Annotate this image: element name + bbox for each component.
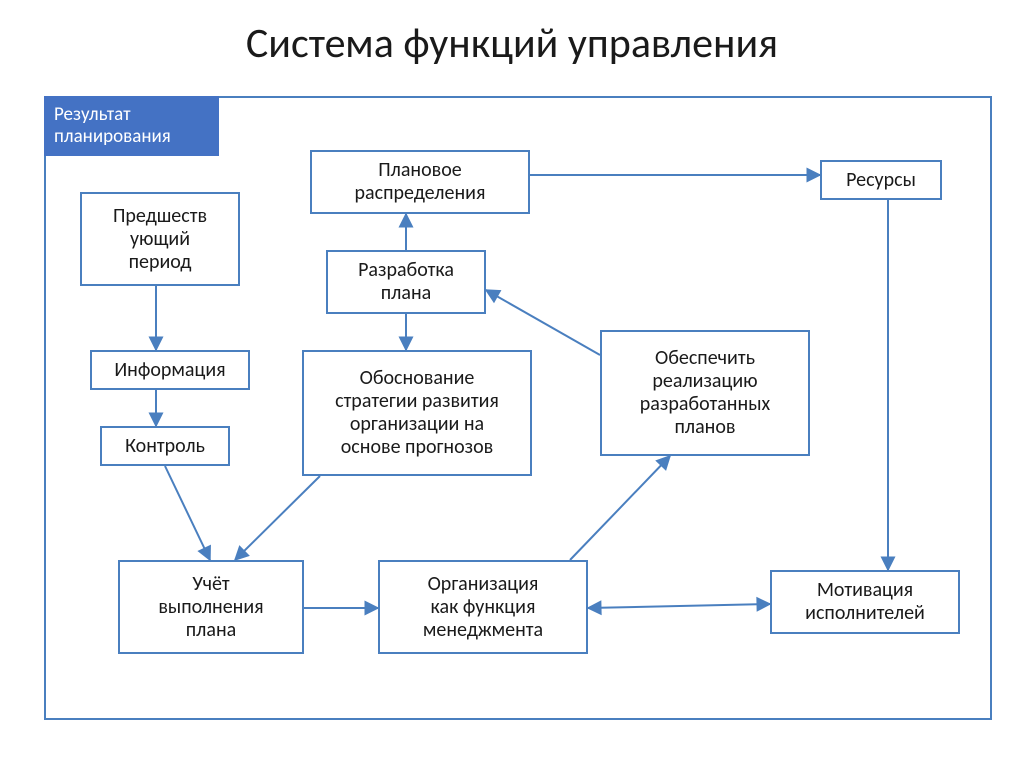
node-orgfunc: Организациякак функцияменеджмента <box>378 560 588 654</box>
node-plandist: Плановоераспределения <box>310 150 530 214</box>
node-strategy: Обоснованиестратегии развитияорганизации… <box>302 350 532 476</box>
header-result-planning: Результат планирования <box>44 96 219 156</box>
diagram-stage: Система функций управления Результат план… <box>0 0 1024 767</box>
node-account: Учётвыполненияплана <box>118 560 304 654</box>
node-control: Контроль <box>100 426 230 466</box>
node-ensure: Обеспечитьреализациюразработанныхпланов <box>600 330 810 456</box>
node-period: Предшествующийпериод <box>80 192 240 286</box>
node-planmake: Разработкаплана <box>326 250 486 314</box>
page-title: Система функций управления <box>0 18 1024 69</box>
node-info: Информация <box>90 350 250 390</box>
node-resources: Ресурсы <box>820 160 942 200</box>
node-motiv: Мотивацияисполнителей <box>770 570 960 634</box>
